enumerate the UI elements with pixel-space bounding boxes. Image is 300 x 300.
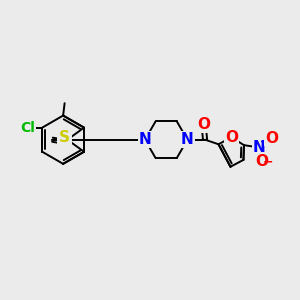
Text: −: − [262,155,273,168]
Text: N: N [253,140,266,155]
Text: N: N [139,132,152,147]
Text: O: O [265,130,278,146]
Text: O: O [255,154,268,169]
Text: O: O [225,130,238,145]
Text: +: + [260,137,269,148]
Text: N: N [58,134,71,149]
Text: N: N [181,132,194,147]
Text: Cl: Cl [20,121,35,135]
Text: O: O [197,117,210,132]
Text: S: S [59,130,70,145]
